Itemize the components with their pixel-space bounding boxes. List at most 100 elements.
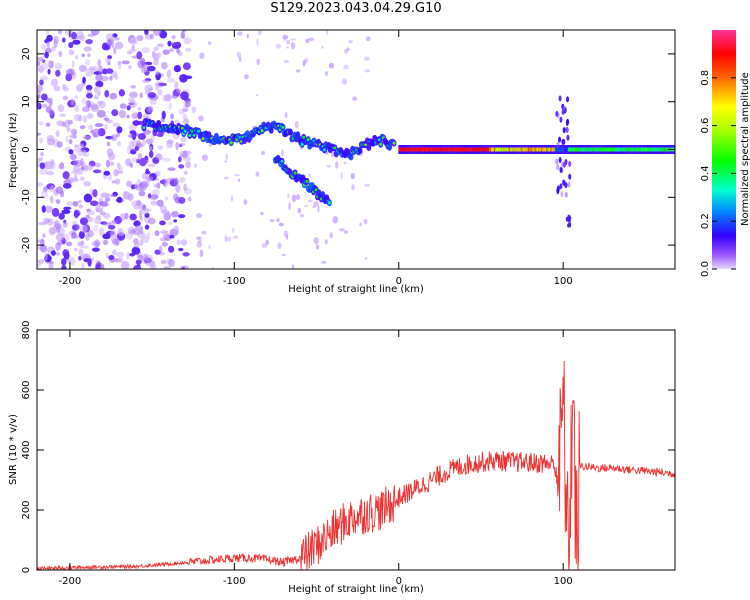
spectrogram-blob: [87, 210, 96, 215]
spectrogram-blob: [129, 252, 135, 257]
spectrogram-band-core: [637, 147, 639, 152]
spectrogram-band-core: [494, 147, 496, 152]
colorbar-label: Normalized spectral amplitude: [740, 72, 750, 226]
spectrogram-band-core: [532, 147, 534, 152]
spectrogram-blob: [131, 200, 139, 207]
spectrogram-band-core: [608, 147, 610, 152]
spectrogram-blob: [131, 140, 137, 147]
spectrogram-band-core: [477, 147, 479, 152]
spectrogram-blob: [157, 145, 163, 150]
spectrogram-band-core: [492, 147, 494, 152]
spectrogram-y-tick-label: 0: [21, 146, 32, 152]
spectrogram-band-core: [635, 147, 637, 152]
spectrogram-band-core: [507, 147, 510, 152]
spectrogram-blob: [73, 104, 80, 113]
spectrogram-blob: [99, 211, 106, 216]
spectrogram-blob: [63, 206, 72, 210]
spectrogram-blob: [105, 33, 115, 42]
spectrogram-x-tick-label: 100: [554, 276, 573, 287]
spectrogram-band-core: [501, 147, 504, 152]
spectrogram-blob: [128, 48, 137, 52]
spectrogram-blob: [193, 163, 198, 168]
spectrogram-blob: [182, 150, 188, 159]
spectrogram-band-core: [645, 147, 647, 152]
spectrogram-blob: [103, 117, 110, 121]
spectrogram-blob: [305, 38, 310, 44]
spectrogram-blob: [38, 221, 47, 226]
spectrogram-blob: [79, 217, 89, 226]
spectrogram-blob: [110, 134, 118, 142]
spectrogram-band-core: [474, 147, 476, 152]
spectrogram-blob: [198, 115, 204, 122]
spectrogram-blob: [341, 78, 348, 85]
spectrogram-band-core: [666, 147, 668, 152]
spectrogram-band-core: [619, 147, 621, 152]
spectrogram-band-core: [496, 147, 498, 152]
spectrogram-blob: [129, 213, 137, 221]
spectrogram-blob: [141, 180, 150, 189]
spectrogram-blob: [556, 188, 560, 195]
spectrogram-blob: [290, 42, 295, 50]
spectrogram-blob: [105, 68, 114, 74]
spectrogram-band-core: [529, 147, 531, 152]
spectrogram-blob: [41, 205, 46, 213]
spectrogram-blob: [66, 127, 71, 132]
spectrogram-band-core: [541, 147, 543, 152]
spectrogram-blob: [340, 171, 343, 180]
spectrogram-band-core: [420, 147, 422, 152]
spectrogram-blob: [167, 221, 173, 225]
spectrogram-blob: [104, 193, 113, 199]
spectrogram-blob: [55, 233, 65, 242]
spectrogram-band-core: [559, 147, 561, 152]
spectrogram-blob: [152, 30, 162, 36]
spectrogram-blob: [38, 259, 45, 264]
spectrogram-blob: [66, 258, 71, 262]
spectrogram-blob: [350, 172, 355, 180]
spectrogram-blob: [57, 30, 63, 35]
spectrogram-blob: [141, 79, 151, 83]
spectrogram-band-core: [648, 147, 651, 152]
spectrogram-band-core: [412, 147, 414, 152]
spectrogram-band-core: [484, 147, 486, 152]
spectrogram-blob: [156, 199, 164, 207]
spectrogram-blob: [107, 174, 113, 181]
spectrogram-blob: [61, 265, 67, 269]
spectrogram-band-core: [547, 147, 549, 152]
spectrogram-blob: [85, 68, 94, 78]
spectrogram-blob: [44, 252, 48, 261]
spectrogram-band-core: [620, 147, 622, 152]
spectrogram-band-core: [562, 147, 564, 152]
spectrogram-band-core: [592, 147, 594, 152]
spectrogram-blob: [568, 160, 572, 167]
spectrogram-blob: [566, 96, 570, 103]
spectrogram-blob: [559, 166, 563, 173]
spectrogram-blob: [277, 242, 282, 250]
spectrogram-band-core: [544, 147, 546, 152]
spectrogram-band-core: [536, 147, 538, 152]
spectrogram-blob: [86, 113, 94, 119]
spectrogram-band-core: [454, 147, 456, 152]
spectrogram-blob: [232, 235, 239, 239]
spectrogram-blob: [161, 34, 167, 38]
spectrogram-band-core: [452, 147, 454, 152]
spectrogram-blob: [92, 189, 98, 198]
spectrogram-blob: [75, 224, 81, 230]
spectrogram-band-core: [513, 147, 515, 152]
spectrogram-band-core: [481, 147, 483, 152]
spectrogram-blob: [236, 51, 242, 58]
spectrogram-blob: [224, 160, 227, 163]
spectrogram-band-core: [584, 147, 587, 152]
spectrogram-blob: [55, 252, 61, 256]
spectrogram-blob: [126, 180, 132, 188]
spectrogram-blob: [85, 59, 91, 66]
spectrogram-band-core: [514, 147, 516, 152]
spectrogram-band-core: [594, 147, 596, 152]
spectrogram-blob: [148, 105, 154, 111]
spectrogram-blob: [199, 52, 205, 60]
spectrogram-blob: [192, 133, 196, 137]
spectrogram-blob: [137, 133, 146, 140]
spectrogram-band-core: [599, 147, 601, 152]
spectrogram-blob: [89, 200, 99, 207]
spectrogram-blob: [42, 233, 46, 238]
spectrogram-band-core: [480, 147, 482, 152]
